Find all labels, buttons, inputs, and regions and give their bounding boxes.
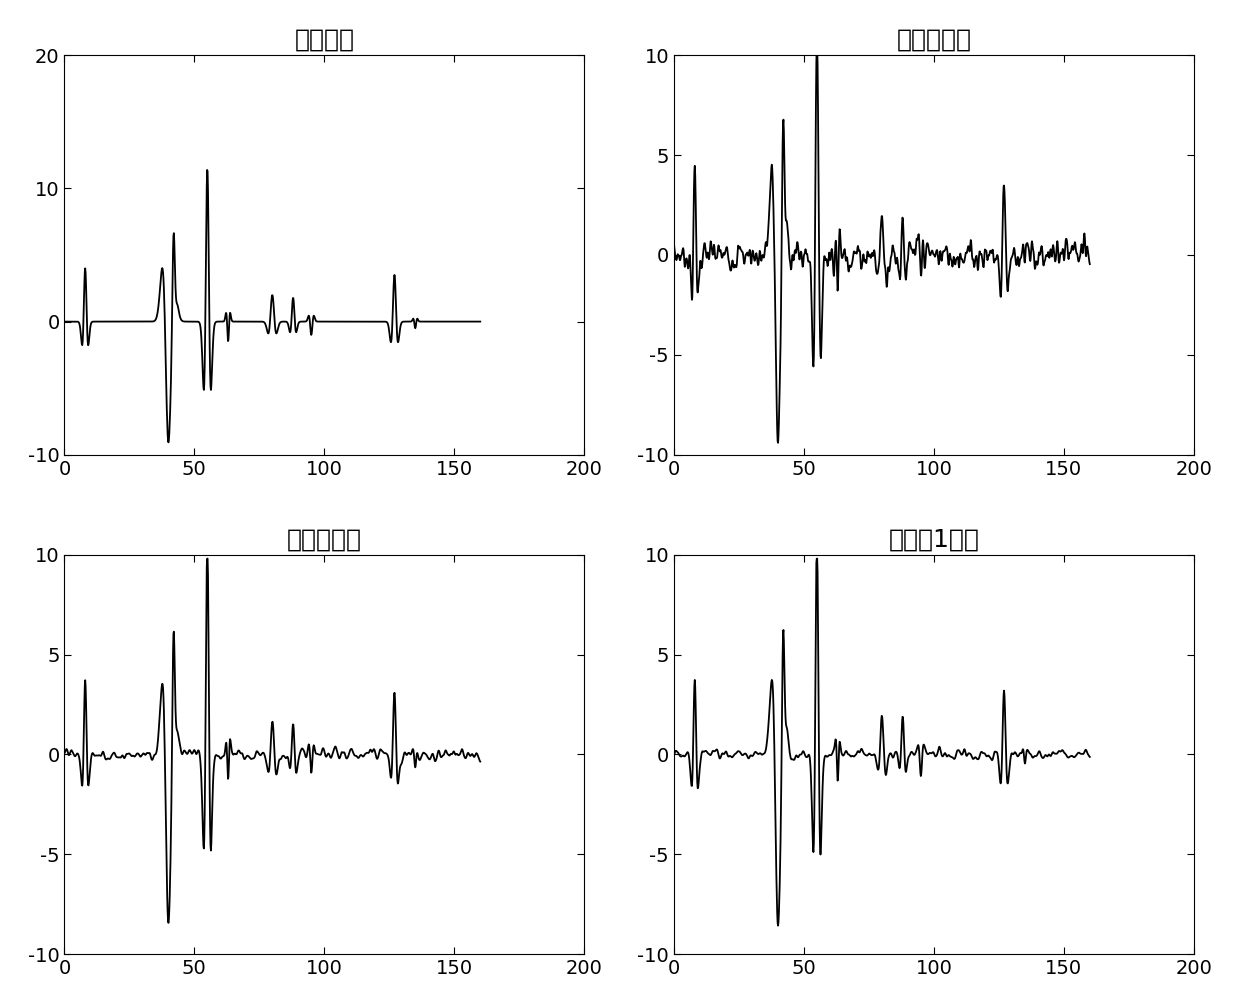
Title: 软阈值处理: 软阈值处理 bbox=[286, 527, 362, 551]
Title: 硬阈值处理: 硬阈值处理 bbox=[897, 28, 971, 51]
Title: 原始信号: 原始信号 bbox=[294, 28, 355, 51]
Title: 新阈倃1处理: 新阈倃1处理 bbox=[888, 527, 980, 551]
